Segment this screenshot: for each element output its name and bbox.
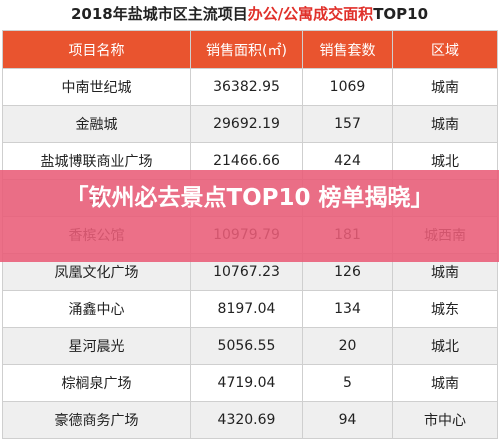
title-highlight: 办公/公寓成交面积: [247, 5, 374, 23]
table-cell: 1069: [302, 68, 393, 106]
table-cell: 8197.04: [190, 290, 303, 328]
title: 2018年盐城市区主流项目办公/公寓成交面积TOP10: [0, 0, 499, 28]
table-cell: 市中心: [392, 401, 498, 439]
table-cell: 豪德商务广场: [2, 401, 191, 439]
header-cell: 销售套数: [302, 30, 393, 69]
header-cell: 项目名称: [2, 30, 191, 69]
table-cell: 94: [302, 401, 393, 439]
title-text: 2018年盐城市区主流项目: [70, 5, 248, 23]
table-cell: 134: [302, 290, 393, 328]
header-cell: 区域: [392, 30, 498, 69]
header-cell: 销售面积(㎡): [190, 30, 303, 69]
table-row: 豪德商务广场 4320.69 94 市中心: [2, 401, 498, 439]
table-cell: 城南: [392, 364, 498, 402]
table-cell: 城北: [392, 327, 498, 365]
table-cell: 城南: [392, 68, 498, 106]
table-cell: 涌鑫中心: [2, 290, 191, 328]
table-cell: 5056.55: [190, 327, 303, 365]
table-row: 涌鑫中心 8197.04 134 城东: [2, 290, 498, 328]
table-row: 中南世纪城 36382.95 1069 城南: [2, 68, 498, 106]
table-cell: 中南世纪城: [2, 68, 191, 106]
table-cell: 5: [302, 364, 393, 402]
table-cell: 棕榈泉广场: [2, 364, 191, 402]
table-cell: 20: [302, 327, 393, 365]
table-cell: 157: [302, 105, 393, 143]
banner: 「钦州必去景点TOP10 榜单揭晓」: [0, 170, 499, 262]
table-cell: 29692.19: [190, 105, 303, 143]
table-row: 金融城 29692.19 157 城南: [2, 105, 498, 143]
table-row: 星河晨光 5056.55 20 城北: [2, 327, 498, 365]
table-cell: 36382.95: [190, 68, 303, 106]
table-cell: 城东: [392, 290, 498, 328]
header-row: 项目名称 销售面积(㎡) 销售套数 区域: [2, 30, 498, 69]
banner-text: 「钦州必去景点TOP10 榜单揭晓」: [65, 185, 434, 211]
table-cell: 城南: [392, 105, 498, 143]
table-cell: 金融城: [2, 105, 191, 143]
title-text: TOP10: [373, 5, 429, 23]
table-cell: 4719.04: [190, 364, 303, 402]
table-cell: 星河晨光: [2, 327, 191, 365]
table-row: 棕榈泉广场 4719.04 5 城南: [2, 364, 498, 402]
table-cell: 4320.69: [190, 401, 303, 439]
